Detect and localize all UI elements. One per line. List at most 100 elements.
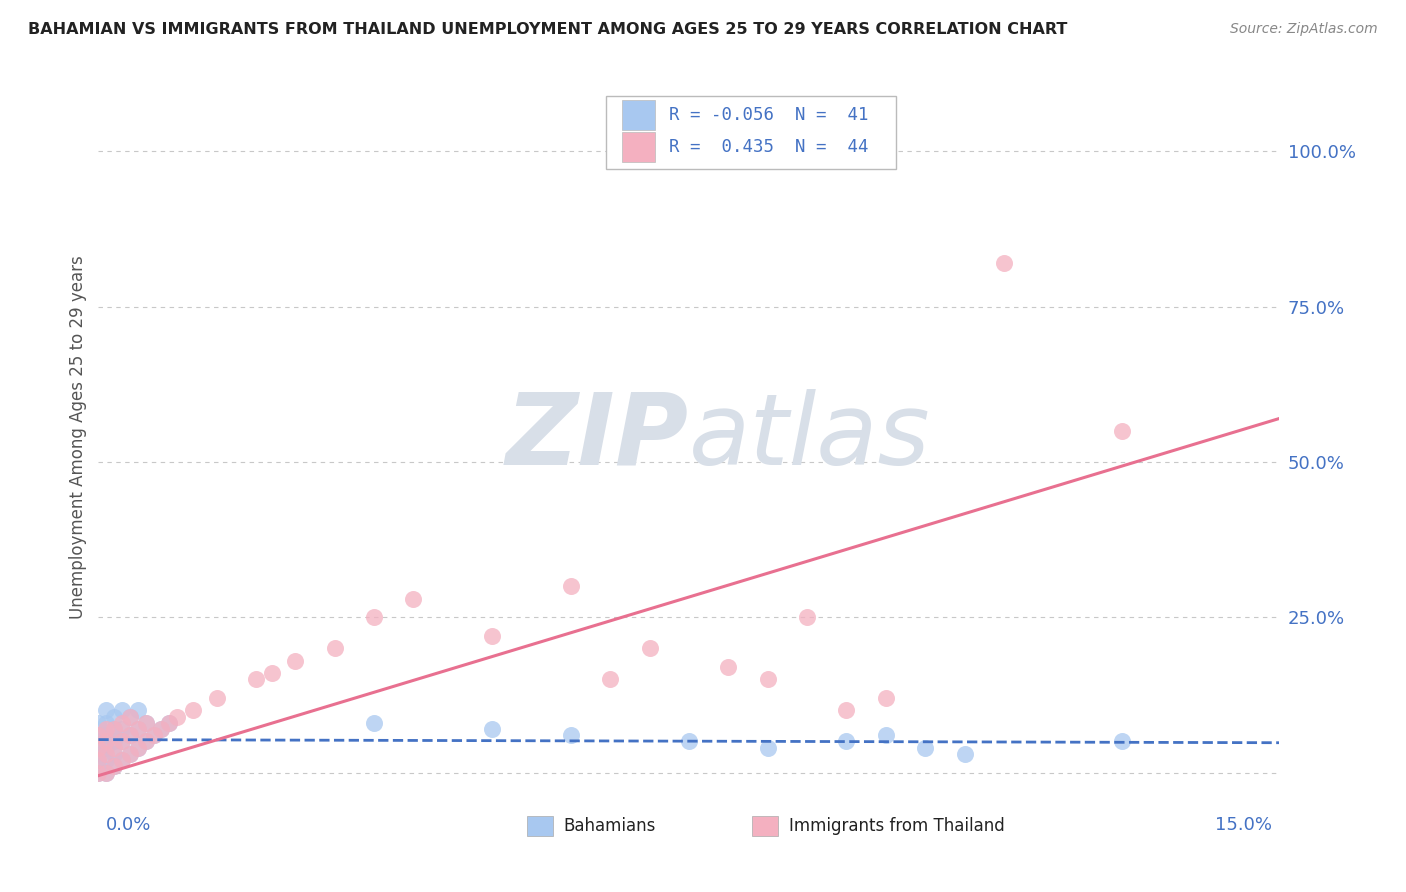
Point <box>103 740 125 755</box>
Point <box>363 715 385 730</box>
Point <box>127 703 149 717</box>
Point <box>96 734 118 748</box>
Point <box>284 654 307 668</box>
Point <box>993 256 1015 270</box>
Point <box>103 759 125 773</box>
Y-axis label: Unemployment Among Ages 25 to 29 years: Unemployment Among Ages 25 to 29 years <box>69 255 87 619</box>
Point <box>96 703 118 717</box>
Text: R =  0.435  N =  44: R = 0.435 N = 44 <box>669 138 869 156</box>
Point <box>1111 424 1133 438</box>
Point <box>111 753 134 767</box>
Text: BAHAMIAN VS IMMIGRANTS FROM THAILAND UNEMPLOYMENT AMONG AGES 25 TO 29 YEARS CORR: BAHAMIAN VS IMMIGRANTS FROM THAILAND UNE… <box>28 22 1067 37</box>
Point <box>118 709 141 723</box>
Point <box>96 765 118 780</box>
Point <box>127 740 149 755</box>
Point <box>150 722 173 736</box>
Point <box>260 666 283 681</box>
Point <box>103 722 125 736</box>
Point <box>87 765 110 780</box>
Point <box>87 753 110 767</box>
Point <box>599 673 621 687</box>
Point <box>118 747 141 761</box>
Point <box>127 722 149 736</box>
Bar <box>621 100 655 129</box>
Point <box>150 722 173 736</box>
Point <box>835 734 858 748</box>
Point <box>756 673 779 687</box>
Point <box>87 728 110 742</box>
Point <box>481 722 503 736</box>
Point <box>638 641 661 656</box>
Point <box>717 660 740 674</box>
Point <box>103 709 125 723</box>
Text: ZIP: ZIP <box>506 389 689 485</box>
Point <box>96 753 118 767</box>
Point <box>914 740 936 755</box>
Point <box>103 747 125 761</box>
Point <box>363 610 385 624</box>
Point <box>135 734 157 748</box>
Bar <box>752 816 778 836</box>
Point <box>402 591 425 606</box>
Point <box>181 703 204 717</box>
Point <box>875 690 897 705</box>
Point <box>96 728 118 742</box>
Point <box>678 734 700 748</box>
Point <box>96 722 118 736</box>
Point <box>481 629 503 643</box>
Point <box>87 753 110 767</box>
Point <box>796 610 818 624</box>
Point <box>87 740 110 755</box>
Point <box>111 734 134 748</box>
Point <box>166 709 188 723</box>
Point <box>560 728 582 742</box>
Text: Bahamians: Bahamians <box>564 817 657 835</box>
Point <box>135 734 157 748</box>
Point <box>142 728 165 742</box>
Text: Immigrants from Thailand: Immigrants from Thailand <box>789 817 1004 835</box>
Point <box>142 728 165 742</box>
Point <box>103 722 125 736</box>
Point <box>560 579 582 593</box>
Point <box>953 747 976 761</box>
Point <box>245 673 267 687</box>
Point <box>111 734 134 748</box>
Point <box>118 728 141 742</box>
Point <box>205 690 228 705</box>
Point <box>135 715 157 730</box>
Point <box>135 715 157 730</box>
Point <box>127 722 149 736</box>
Point <box>127 740 149 755</box>
Point <box>87 740 110 755</box>
Point <box>111 722 134 736</box>
Bar <box>621 132 655 161</box>
Point <box>835 703 858 717</box>
Point <box>323 641 346 656</box>
Point <box>111 703 134 717</box>
Point <box>103 759 125 773</box>
Point <box>103 734 125 748</box>
Text: 0.0%: 0.0% <box>105 816 150 834</box>
Point <box>756 740 779 755</box>
Point <box>1111 734 1133 748</box>
FancyBboxPatch shape <box>606 96 896 169</box>
Point <box>118 728 141 742</box>
Text: 15.0%: 15.0% <box>1215 816 1272 834</box>
Text: R = -0.056  N =  41: R = -0.056 N = 41 <box>669 106 869 124</box>
Point <box>875 728 897 742</box>
Point <box>87 728 110 742</box>
Point <box>118 709 141 723</box>
Text: atlas: atlas <box>689 389 931 485</box>
Point <box>157 715 180 730</box>
Bar <box>527 816 553 836</box>
Point <box>96 765 118 780</box>
Text: Source: ZipAtlas.com: Source: ZipAtlas.com <box>1230 22 1378 37</box>
Point <box>96 740 118 755</box>
Point <box>96 747 118 761</box>
Point <box>96 715 118 730</box>
Point <box>111 753 134 767</box>
Point <box>118 747 141 761</box>
Point <box>111 715 134 730</box>
Point <box>87 765 110 780</box>
Point <box>87 715 110 730</box>
